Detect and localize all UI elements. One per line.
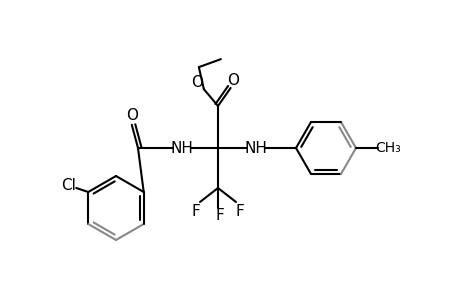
Text: F: F [235,203,244,218]
Text: O: O [227,74,239,88]
Text: NH: NH [244,140,267,155]
Text: Cl: Cl [61,178,76,194]
Text: CH₃: CH₃ [374,141,400,155]
Text: O: O [125,108,138,123]
Text: F: F [191,203,200,218]
Text: F: F [215,208,224,224]
Text: NH: NH [170,140,193,155]
Text: O: O [190,75,202,90]
